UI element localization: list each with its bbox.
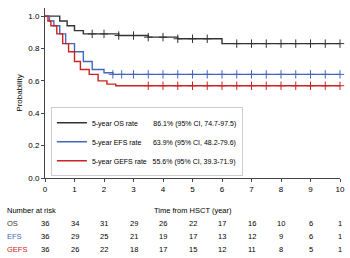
svg-text:9: 9 [279,232,283,241]
svg-text:21: 21 [130,232,138,241]
svg-text:11: 11 [248,245,256,254]
svg-text:36: 36 [41,219,49,228]
svg-text:15: 15 [189,245,197,254]
svg-text:13: 13 [218,232,226,241]
svg-text:GEFS: GEFS [7,245,27,254]
svg-text:29: 29 [130,219,138,228]
svg-text:36: 36 [41,232,49,241]
svg-text:5-year GEFS rate 55.6% (95%: 5-year GEFS rate 55.6% (95% CI, 39.3-71.… [92,158,236,166]
svg-text:1: 1 [338,245,342,254]
svg-text:22: 22 [100,245,108,254]
svg-text:0.2: 0.2 [28,141,40,150]
svg-text:0.8: 0.8 [28,44,40,53]
svg-text:0.0: 0.0 [28,174,40,183]
svg-text:34: 34 [71,219,79,228]
svg-text:Probability: Probability [15,74,24,111]
svg-text:0: 0 [43,185,48,194]
svg-text:OS: OS [7,219,18,228]
svg-text:7: 7 [249,185,254,194]
svg-text:0.4: 0.4 [28,109,40,118]
svg-text:18: 18 [130,245,138,254]
svg-text:5: 5 [309,245,313,254]
svg-text:Number at risk: Number at risk [7,206,56,215]
svg-text:10: 10 [336,185,345,194]
svg-text:8: 8 [279,185,284,194]
svg-text:1: 1 [338,219,342,228]
svg-text:16: 16 [248,219,256,228]
svg-text:5-year OS rate 86.1% (9: 5-year OS rate 86.1% (95% CI, 74.7-97.5) [92,120,236,128]
svg-text:6: 6 [309,219,313,228]
svg-text:1: 1 [72,185,77,194]
svg-text:2: 2 [102,185,107,194]
svg-text:25: 25 [100,232,108,241]
svg-text:12: 12 [218,245,226,254]
svg-text:31: 31 [100,219,108,228]
svg-text:17: 17 [159,245,167,254]
svg-text:6: 6 [309,232,313,241]
svg-text:26: 26 [71,245,79,254]
svg-text:22: 22 [189,219,197,228]
svg-text:1.0: 1.0 [28,12,40,21]
svg-text:12: 12 [248,232,256,241]
svg-text:26: 26 [159,219,167,228]
svg-text:6: 6 [220,185,225,194]
svg-text:5: 5 [190,185,195,194]
svg-text:3: 3 [131,185,136,194]
svg-text:4: 4 [161,185,166,194]
svg-text:29: 29 [71,232,79,241]
svg-text:Time from HSCT (year): Time from HSCT (year) [154,206,232,215]
svg-text:1: 1 [338,232,342,241]
svg-text:8: 8 [279,245,283,254]
svg-text:9: 9 [308,185,313,194]
svg-text:EFS: EFS [7,232,22,241]
svg-text:36: 36 [41,245,49,254]
svg-text:10: 10 [277,219,285,228]
svg-text:5-year EFS rate 63.9% (95: 5-year EFS rate 63.9% (95% CI, 48.2-79.6… [92,139,236,147]
svg-text:17: 17 [218,219,226,228]
svg-text:19: 19 [159,232,167,241]
svg-text:17: 17 [189,232,197,241]
svg-text:0.6: 0.6 [28,77,40,86]
